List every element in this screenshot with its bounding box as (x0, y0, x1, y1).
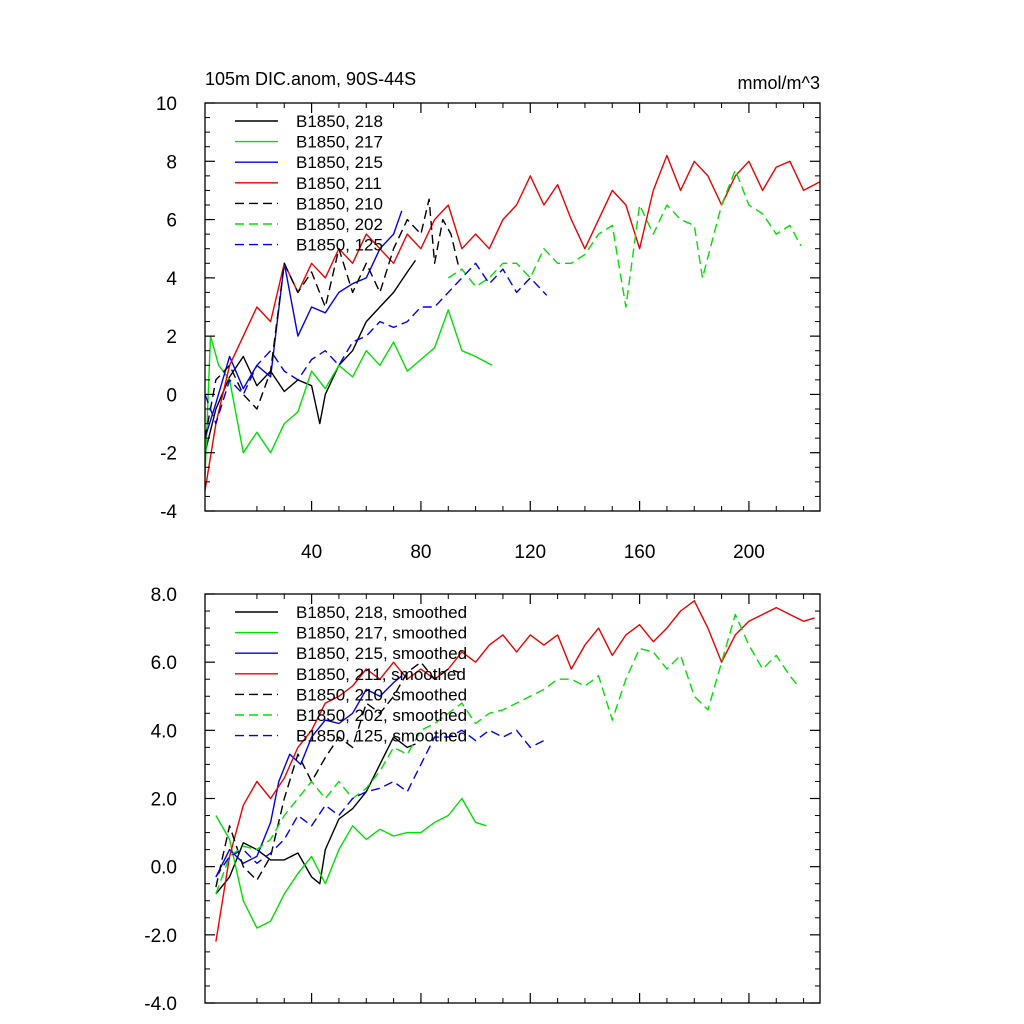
x-tick-label: 160 (624, 542, 656, 563)
y-tick-label: 0.0 (151, 858, 177, 879)
legend-label-4: B1850, 211 (296, 174, 382, 193)
x-tick-label: 40 (301, 542, 322, 563)
y-tick-label: 4.0 (151, 721, 177, 742)
y-tick-label: 8.0 (151, 585, 177, 606)
y-tick-label: -4.0 (144, 994, 177, 1015)
x-tick-label: 200 (733, 542, 765, 563)
y-tick-label: -4 (160, 502, 177, 523)
legend-label-7: B1850, 125 (296, 236, 383, 255)
y-tick-label: 6 (166, 211, 177, 232)
top-panel: 105m DIC.anom, 90S-44S mmol/m^3 B1850, 2… (156, 69, 821, 563)
y-tick-label: 0 (166, 385, 177, 406)
plot-area (204, 154, 821, 491)
legend-label-2: B1850, 217, smoothed (296, 624, 467, 643)
legend-label-6: B1850, 202, smoothed (296, 706, 467, 725)
legend-label-4: B1850, 211, smoothed (296, 665, 466, 684)
series-line-1 (215, 736, 416, 895)
series-line-4 (204, 154, 821, 491)
y-tick-label: -2 (160, 444, 177, 465)
axis-ticks: -4.0 -2.0 0.0 2.0 4.0 6.0 8.0 (144, 585, 820, 1015)
series-line-7 (204, 262, 548, 425)
y-tick-label: 4 (166, 269, 177, 290)
legend-label-2: B1850, 217 (296, 133, 383, 152)
x-tick-label: 120 (514, 542, 546, 563)
y-tick-label: -2.0 (144, 926, 177, 947)
legend-label-5: B1850, 210, smoothed (296, 685, 467, 704)
legend-label-1: B1850, 218 (296, 112, 383, 131)
legend-label-5: B1850, 210 (296, 194, 383, 213)
y-tick-label: 10 (156, 94, 177, 115)
legend-label-3: B1850, 215 (296, 153, 383, 172)
x-tick-label: 80 (410, 542, 431, 563)
series-line-2 (204, 309, 493, 477)
series-line-6 (447, 169, 802, 308)
units-label: mmol/m^3 (738, 73, 820, 93)
series-line-6 (215, 613, 799, 895)
y-tick-label: 6.0 (151, 653, 177, 674)
series-line-5 (215, 661, 460, 888)
series-line-2 (215, 797, 487, 929)
series-line-1 (204, 259, 417, 453)
legend-label-3: B1850, 215, smoothed (296, 644, 467, 663)
y-tick-label: 8 (166, 152, 177, 173)
chart-title: 105m DIC.anom, 90S-44S (205, 69, 416, 89)
plot-area (215, 600, 815, 942)
legend-label-1: B1850, 218, smoothed (296, 603, 467, 622)
legend: B1850, 218, smoothed B1850, 217, smoothed… (235, 603, 467, 746)
legend-label-7: B1850, 125, smoothed (296, 727, 467, 746)
bottom-panel: B1850, 218, smoothed B1850, 217, smoothed… (144, 585, 821, 1015)
series-line-3 (204, 210, 403, 439)
legend-label-6: B1850, 202 (296, 215, 383, 234)
y-tick-label: 2.0 (151, 790, 177, 811)
y-tick-label: 2 (166, 327, 177, 348)
series-line-4 (215, 600, 815, 942)
series-line-7 (215, 729, 545, 878)
axis-ticks: -4 -2 0 2 4 6 8 10 40 80 120 160 200 (156, 94, 820, 563)
series-line-3 (215, 675, 403, 878)
